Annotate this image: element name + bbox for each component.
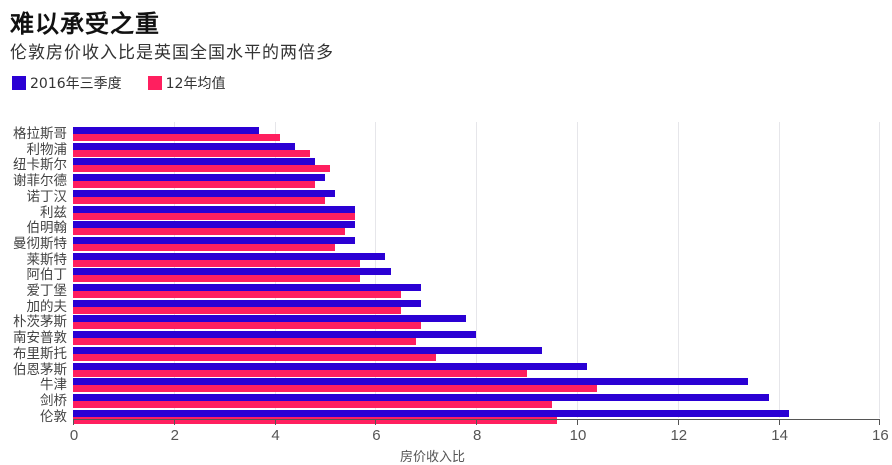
bar-12yr-avg [73, 353, 436, 361]
bar-12yr-avg [73, 181, 315, 189]
category-label: 牛津 [40, 377, 67, 394]
bar-2016q3 [73, 409, 789, 417]
category-label: 伯恩茅斯 [13, 361, 67, 378]
gridline [879, 122, 881, 418]
bar-2016q3 [73, 315, 467, 323]
bar-12yr-avg [73, 196, 325, 204]
legend-label-2016q3: 2016年三季度 [30, 76, 122, 92]
bar-2016q3 [73, 205, 356, 213]
legend-label-12yr-avg: 12年均值 [165, 76, 226, 92]
bar-2016q3 [73, 174, 325, 182]
category-label: 剑桥 [40, 392, 67, 409]
bar-2016q3 [73, 221, 356, 229]
category-label: 伯明翰 [26, 220, 68, 237]
chart-title: 难以承受之重 [10, 9, 160, 38]
category-label: 莱斯特 [26, 251, 68, 268]
x-tick-mark [476, 419, 478, 425]
category-label: 布里斯托 [13, 345, 67, 362]
x-tick-label: 12 [670, 427, 688, 444]
category-label: 南安普敦 [13, 330, 67, 347]
x-tick-mark [375, 419, 377, 425]
x-tick-label: 2 [170, 427, 179, 444]
x-tick-label: 8 [473, 427, 482, 444]
category-label: 曼彻斯特 [13, 235, 67, 252]
x-tick-mark [879, 419, 881, 425]
category-label: 伦敦 [40, 408, 67, 425]
legend: 2016年三季度 12年均值 [12, 73, 251, 93]
category-label: 朴茨茅斯 [13, 314, 67, 331]
category-label: 诺丁汉 [26, 188, 68, 205]
gridline [577, 122, 578, 418]
x-tick-mark [778, 419, 780, 425]
category-label: 阿伯丁 [26, 267, 68, 284]
legend-item-2016q3: 2016年三季度 [12, 73, 122, 93]
bar-12yr-avg [73, 165, 331, 173]
x-tick-mark [677, 419, 679, 425]
bar-2016q3 [73, 268, 391, 276]
bar-2016q3 [73, 158, 315, 166]
gridline [677, 122, 679, 418]
category-label: 谢菲尔德 [13, 173, 67, 190]
x-tick-mark [173, 419, 175, 425]
x-tick-label: 6 [372, 427, 381, 444]
bar-2016q3 [73, 346, 542, 354]
bar-2016q3 [73, 142, 295, 150]
gridline [778, 122, 780, 418]
bar-2016q3 [73, 362, 588, 370]
bar-12yr-avg [73, 291, 401, 298]
x-tick-label: 16 [872, 427, 889, 444]
bar-12yr-avg [73, 259, 361, 267]
bar-2016q3 [73, 127, 260, 134]
legend-swatch-12yr-avg [147, 76, 162, 90]
x-tick-label: 4 [271, 427, 280, 444]
x-tick-mark [577, 419, 578, 425]
gridline [476, 122, 478, 418]
bar-12yr-avg [73, 385, 598, 393]
bar-12yr-avg [73, 338, 416, 346]
category-label: 纽卡斯尔 [13, 157, 67, 174]
category-label: 利物浦 [26, 141, 68, 158]
x-axis-label: 房价收入比 [400, 450, 466, 465]
bar-12yr-avg [73, 322, 421, 330]
legend-swatch-2016q3 [12, 76, 26, 90]
bar-12yr-avg [73, 243, 336, 251]
bar-12yr-avg [73, 369, 527, 377]
x-tick-label: 14 [771, 427, 788, 444]
legend-item-12yr-avg: 12年均值 [147, 73, 226, 93]
bar-2016q3 [73, 393, 769, 401]
category-label: 爱丁堡 [26, 283, 68, 299]
bar-2016q3 [73, 284, 421, 291]
bar-12yr-avg [73, 149, 310, 157]
bar-2016q3 [73, 331, 477, 339]
bar-12yr-avg [73, 228, 346, 236]
category-label: 加的夫 [26, 298, 68, 315]
bar-12yr-avg [73, 306, 401, 314]
bar-2016q3 [73, 299, 421, 307]
bar-12yr-avg [73, 212, 356, 220]
x-tick-mark [274, 419, 276, 425]
x-tick-label: 10 [569, 427, 587, 444]
x-tick-label: 0 [69, 427, 79, 444]
bar-12yr-avg [73, 400, 552, 408]
category-label: 利兹 [40, 204, 67, 221]
category-label: 格拉斯哥 [13, 126, 67, 142]
bar-2016q3 [73, 189, 336, 197]
bar-2016q3 [73, 252, 386, 260]
bar-12yr-avg [73, 416, 557, 424]
chart-subtitle: 伦敦房价收入比是英国全国水平的两倍多 [10, 43, 334, 63]
bar-12yr-avg [73, 134, 280, 141]
bar-2016q3 [73, 378, 749, 386]
x-tick-mark [73, 419, 74, 425]
bar-12yr-avg [73, 275, 361, 283]
bar-2016q3 [73, 236, 356, 244]
